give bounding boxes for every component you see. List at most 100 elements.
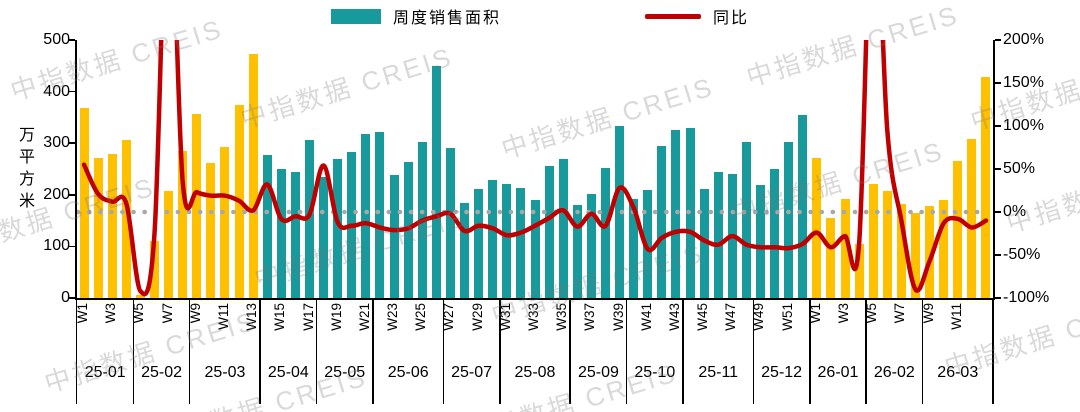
week-label-W23-2025: W23	[385, 303, 401, 331]
bar-week-W17-2025	[305, 139, 315, 298]
bar-week-W3-2026	[840, 198, 850, 298]
week-label-W35-2025: W35	[554, 303, 570, 331]
y-left-tick	[69, 142, 75, 144]
plot-area	[77, 40, 993, 298]
line-series-swatch	[645, 13, 701, 19]
bar-week-W5-2025	[135, 295, 145, 298]
bar-week-W48-2025	[741, 141, 751, 298]
bar-week-W8-2026	[910, 212, 920, 298]
week-label-W31-2025: W31	[497, 303, 513, 331]
bar-week-W37-2025	[586, 193, 596, 298]
month-label-25-08: 25-08	[514, 364, 556, 381]
bar-week-W38-2025	[600, 168, 610, 298]
bar-week-W29-2025	[474, 188, 484, 298]
bar-week-W36-2025	[572, 205, 582, 298]
bar-week-W14-2025	[262, 154, 272, 298]
week-label-W49-2025: W49	[751, 303, 767, 331]
month-label-25-11: 25-11	[698, 364, 739, 381]
bar-week-W30-2025	[488, 179, 498, 298]
month-label-25-01: 25-01	[84, 364, 126, 381]
week-label-W17-2025: W17	[300, 303, 316, 331]
bar-week-W39-2025	[615, 126, 625, 298]
y-left-tick	[69, 297, 75, 299]
y-right-tick-label: 150%	[1003, 74, 1044, 91]
y-right-tick-label: 200%	[1003, 31, 1044, 48]
month-divider	[259, 298, 261, 404]
week-label-W7-2025: W7	[159, 303, 175, 324]
line-series-label: 同比	[713, 10, 750, 27]
bar-week-W12-2026	[967, 138, 977, 298]
month-divider	[372, 298, 374, 404]
y-right-tick	[995, 168, 1001, 170]
week-label-W1-2025: W1	[75, 303, 91, 324]
week-label-W37-2025: W37	[582, 303, 598, 331]
bar-week-W34-2025	[544, 166, 554, 298]
bar-week-W40-2025	[629, 198, 639, 298]
month-divider	[809, 298, 811, 404]
bar-week-W15-2025	[276, 169, 286, 298]
bar-week-W50-2025	[770, 169, 780, 298]
week-label-W11-2025: W11	[215, 303, 231, 330]
y-right-tick	[995, 39, 1001, 41]
bar-week-W5-2026	[868, 184, 878, 298]
month-divider	[188, 298, 191, 404]
month-label-26-01: 26-01	[817, 364, 859, 381]
watermark: 中指数据 CREIS	[1002, 145, 1080, 239]
y-right-tick-label: 50%	[1003, 160, 1036, 177]
chart-legend: 周度销售面积 同比	[0, 4, 1080, 28]
month-label-25-04: 25-04	[267, 364, 309, 381]
bar-week-W33-2025	[530, 199, 540, 298]
x-axis-baseline	[75, 298, 995, 300]
bar-week-W28-2025	[460, 202, 470, 298]
week-label-W33-2025: W33	[526, 303, 541, 331]
bar-week-W2-2026	[826, 217, 836, 298]
month-divider	[752, 298, 755, 404]
week-label-W47-2025: W47	[723, 303, 739, 331]
month-divider	[442, 298, 445, 404]
bar-week-W7-2025	[164, 190, 174, 298]
week-label-W51-2025: W51	[779, 303, 795, 331]
bar-week-W9-2025	[192, 114, 202, 298]
week-label-W41-2025: W41	[638, 303, 654, 331]
bar-week-W45-2025	[699, 189, 709, 298]
month-divider	[315, 298, 318, 404]
month-divider	[865, 298, 867, 404]
week-label-W19-2025: W19	[328, 303, 344, 331]
week-label-W27-2025: W27	[441, 303, 457, 331]
bar-week-W19-2025	[333, 158, 343, 298]
bar-week-W23-2025	[389, 174, 399, 298]
y-right-tick	[995, 297, 1001, 299]
bar-week-W1-2026	[812, 157, 822, 298]
bar-week-W13-2026	[981, 77, 991, 298]
bar-week-W43-2025	[671, 129, 681, 298]
y-left-tick-label: 400	[43, 82, 70, 100]
bar-week-W10-2025	[206, 163, 216, 298]
week-label-W3-2026: W3	[836, 303, 852, 324]
bar-week-W32-2025	[516, 187, 526, 298]
week-label-W7-2026: W7	[892, 303, 908, 324]
bar-week-W6-2025	[150, 241, 159, 298]
month-label-25-06: 25-06	[387, 364, 429, 381]
week-label-W13-2025: W13	[244, 303, 260, 331]
bar-week-W26-2025	[431, 65, 441, 298]
y-axis-right	[993, 40, 995, 298]
month-divider	[499, 298, 501, 404]
bar-week-W51-2025	[784, 141, 794, 298]
month-label-25-03: 25-03	[204, 364, 246, 381]
month-label-26-03: 26-03	[937, 364, 979, 381]
month-label-25-07: 25-07	[451, 364, 493, 381]
bar-week-W22-2025	[375, 131, 385, 298]
week-label-W1-2026: W1	[807, 303, 823, 324]
y-left-tick-label: 100	[43, 237, 70, 255]
y-right-tick-label: -50%	[1003, 246, 1041, 263]
bar-week-W4-2025	[121, 140, 131, 298]
bar-week-W11-2026	[953, 160, 963, 298]
y-left-tick	[69, 245, 75, 248]
week-label-W11-2026: W11	[948, 303, 964, 330]
bar-week-W4-2026	[854, 243, 864, 298]
bar-week-W8-2025	[178, 151, 188, 298]
week-label-W5-2025: W5	[131, 303, 147, 324]
month-divider	[921, 298, 924, 404]
bar-week-W42-2025	[657, 145, 667, 298]
